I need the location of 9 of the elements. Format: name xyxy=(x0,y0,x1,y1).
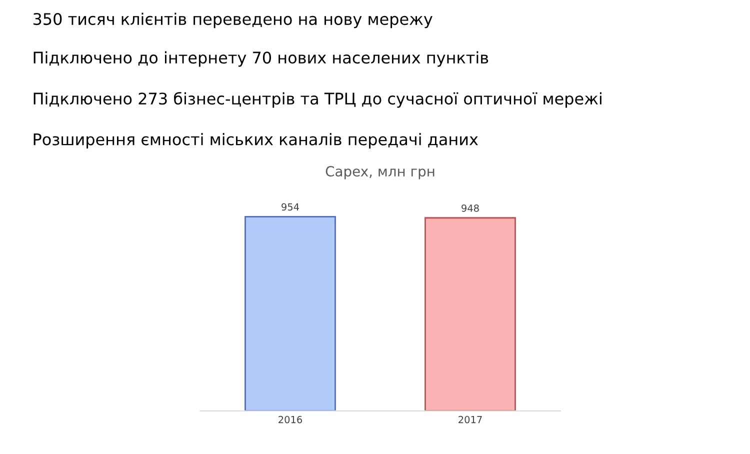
data-label: 954 xyxy=(282,203,299,211)
x-tick-label: 2016 xyxy=(278,416,302,424)
chart-title: Capex, млн грн xyxy=(326,166,434,180)
text: 350 тисяч клієнтів переведено на нову мережу xyxy=(33,12,432,28)
text: Підключено до інтернету 70 нових населених пунктів xyxy=(34,51,488,67)
x-tick-label: 2017 xyxy=(458,416,482,424)
data-label: 948 xyxy=(462,204,479,212)
text: Підключено 273 бізнес-центрів та ТРЦ до сучасної оптичної мережі xyxy=(34,92,602,108)
text: Розширення ємності міських каналів передачі даних xyxy=(34,133,478,148)
